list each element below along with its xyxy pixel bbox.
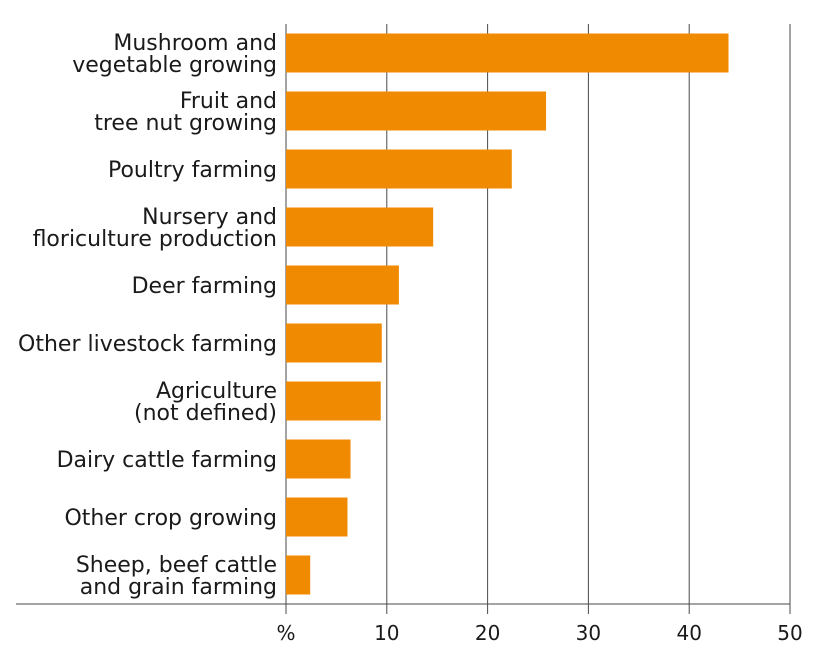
category-label-6: Agriculture (not defined) — [134, 379, 277, 426]
category-label-line: Agriculture — [156, 379, 277, 404]
bar-6 — [286, 381, 381, 421]
category-label-line: Sheep, beef cattle — [76, 553, 277, 578]
category-label-2: Poultry farming — [108, 158, 277, 183]
bars — [286, 33, 729, 595]
category-label-line: vegetable growing — [72, 53, 277, 78]
category-label-line: Deer farming — [132, 274, 277, 299]
category-label-5: Other livestock farming — [18, 332, 277, 357]
category-label-8: Other crop growing — [64, 506, 277, 531]
x-tick-label-4: 40 — [676, 621, 701, 645]
bar-4 — [286, 265, 399, 305]
x-tick-label-2: 20 — [475, 621, 500, 645]
bar-9 — [286, 555, 311, 595]
category-label-line: Other livestock farming — [18, 332, 277, 357]
category-label-line: Mushroom and — [113, 31, 277, 56]
x-tick-label-5: 50 — [777, 621, 802, 645]
x-tick-label-0: % — [276, 621, 295, 645]
category-label-line: (not defined) — [134, 401, 277, 426]
category-label-line: Other crop growing — [64, 506, 277, 531]
bar-1 — [286, 91, 547, 131]
bar-0 — [286, 33, 729, 73]
x-tick-labels: % 10 20 30 40 50 — [276, 621, 802, 645]
bar-5 — [286, 323, 382, 363]
category-label-line: floriculture production — [33, 227, 277, 252]
bar-3 — [286, 207, 434, 247]
bar-2 — [286, 149, 512, 189]
x-tick-label-3: 30 — [576, 621, 601, 645]
category-label-4: Deer farming — [132, 274, 277, 299]
category-label-0: Mushroom and vegetable growing — [72, 31, 277, 78]
bar-8 — [286, 497, 348, 537]
category-label-line: Nursery and — [142, 205, 277, 230]
category-label-line: and grain farming — [80, 575, 277, 600]
bar-7 — [286, 439, 351, 479]
category-labels: Mushroom and vegetable growing Fruit and tr… — [18, 31, 277, 600]
category-label-3: Nursery and floriculture production — [33, 205, 277, 252]
category-label-9: Sheep, beef cattle and grain farming — [76, 553, 277, 600]
category-label-line: Poultry farming — [108, 158, 277, 183]
category-label-line: tree nut growing — [94, 111, 277, 136]
category-label-line: Dairy cattle farming — [57, 448, 277, 473]
category-label-7: Dairy cattle farming — [57, 448, 277, 473]
category-label-line: Fruit and — [180, 89, 277, 114]
x-tick-label-1: 10 — [374, 621, 399, 645]
category-label-1: Fruit and tree nut growing — [94, 89, 277, 136]
